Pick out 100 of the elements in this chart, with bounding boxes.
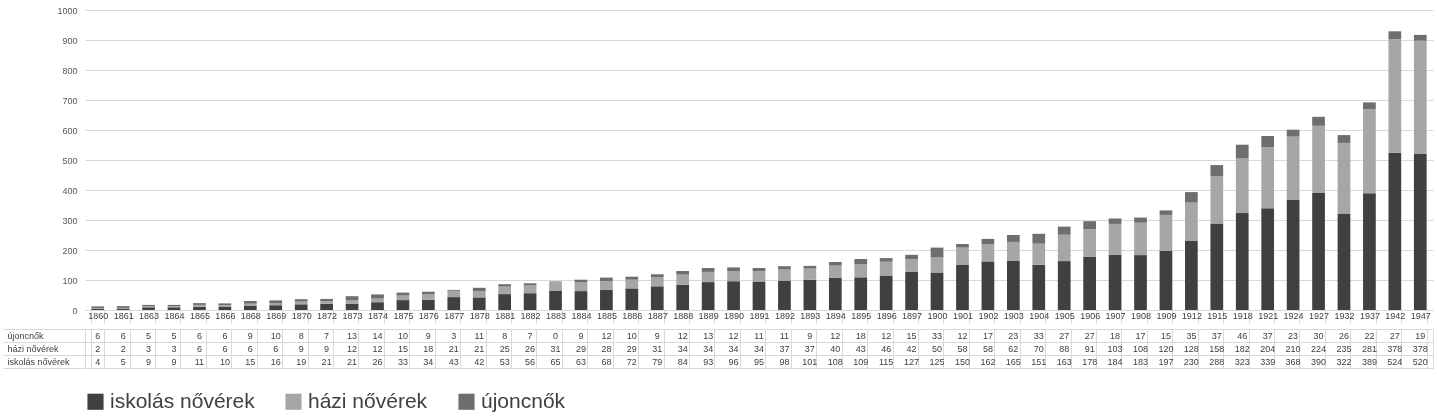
data-label: 5 (120, 356, 126, 367)
data-label: 103 (1107, 343, 1123, 354)
data-label: 109 (853, 356, 869, 367)
x-tick-label: 1885 (596, 310, 617, 321)
data-label: 127 (904, 356, 920, 367)
data-label: 18 (1110, 330, 1121, 341)
x-tick-label: 1897 (902, 310, 923, 321)
data-label: 128 (1183, 343, 1199, 354)
x-tick-label: 1865 (189, 310, 210, 321)
data-label: 10 (397, 330, 408, 341)
x-tick-label: 1869 (266, 310, 287, 321)
data-label: 524 (1387, 356, 1403, 367)
x-tick-label: 1878 (469, 310, 490, 321)
data-label: 12 (957, 330, 968, 341)
data-label: 84 (677, 356, 688, 367)
data-label: 520 (1412, 356, 1428, 367)
data-label: 31 (652, 343, 663, 354)
data-label: 9 (247, 330, 253, 341)
data-label: 281 (1361, 343, 1377, 354)
x-tick-label: 1921 (1258, 310, 1279, 321)
x-tick-label: 1892 (774, 310, 795, 321)
data-label: 6 (247, 343, 253, 354)
data-label: 28 (601, 343, 612, 354)
data-label: 288 (1209, 356, 1225, 367)
data-label: 14 (372, 330, 383, 341)
x-tick-label: 1863 (139, 310, 160, 321)
data-label: 230 (1183, 356, 1199, 367)
x-tick-label: 1861 (113, 310, 134, 321)
data-label: 65 (550, 356, 561, 367)
data-label: 9 (298, 343, 304, 354)
data-label: 108 (1132, 343, 1149, 354)
x-tick-label: 1888 (673, 310, 694, 321)
x-tick-label: 1877 (444, 310, 465, 321)
data-label: 12 (347, 343, 358, 354)
data-label: 58 (982, 343, 993, 354)
data-label: 15 (245, 356, 256, 367)
x-tick-label: 1893 (800, 310, 821, 321)
text: újoncnők (7, 331, 44, 341)
data-label: 12 (728, 330, 739, 341)
data-label: 182 (1234, 343, 1250, 354)
x-tick-label: 1902 (978, 310, 999, 321)
data-label: 9 (807, 330, 813, 341)
data-label: 43 (448, 356, 459, 367)
data-label: 12 (372, 343, 383, 354)
data-label: 339 (1260, 356, 1276, 367)
data-label: 17 (1135, 330, 1146, 341)
data-label: 204 (1260, 343, 1276, 354)
data-label: 53 (499, 356, 510, 367)
x-tick-label: 1894 (825, 310, 846, 321)
x-tick-label: 1932 (1334, 310, 1355, 321)
x-tick-label: 1872 (317, 310, 338, 321)
data-label: 12 (830, 330, 841, 341)
y-tick-label: 800 (62, 65, 78, 76)
data-label: 19 (296, 356, 307, 367)
text: iskolás nővérek (7, 357, 70, 367)
data-label: 37 (1211, 330, 1222, 341)
data-label: 34 (703, 343, 714, 354)
data-label: 5 (146, 330, 152, 341)
legend-label: házi nővérek (308, 388, 428, 412)
data-label: 151 (1031, 356, 1047, 367)
x-tick-label: 1909 (1156, 310, 1177, 321)
data-label: 40 (830, 343, 841, 354)
data-label: 27 (1389, 330, 1400, 341)
data-label: 6 (196, 330, 202, 341)
x-tick-label: 1887 (647, 310, 668, 321)
data-label: 42 (474, 356, 485, 367)
x-tick-label: 1915 (1207, 310, 1228, 321)
data-label: 88 (1059, 343, 1070, 354)
data-label: 72 (626, 356, 637, 367)
y-tick-label: 700 (62, 95, 78, 106)
data-label: 125 (929, 356, 945, 367)
x-tick-label: 1924 (1283, 310, 1304, 321)
data-label: 9 (324, 343, 330, 354)
data-label: 6 (196, 343, 202, 354)
data-label: 23 (1288, 330, 1299, 341)
data-label: 13 (703, 330, 714, 341)
data-label: 12 (677, 330, 688, 341)
data-label: 23 (1008, 330, 1019, 341)
x-tick-label: 1903 (1003, 310, 1024, 321)
data-label: 235 (1336, 343, 1352, 354)
x-tick-label: 1874 (367, 310, 389, 321)
data-label: 184 (1107, 356, 1123, 367)
data-label: 6 (120, 330, 126, 341)
x-tick-label: 1901 (952, 310, 973, 321)
x-tick-label: 1927 (1309, 310, 1330, 321)
data-label: 163 (1056, 356, 1072, 367)
x-tick-label: 1891 (749, 310, 770, 321)
data-label: 210 (1285, 343, 1301, 354)
x-tick-label: 1906 (1080, 310, 1101, 321)
data-label: 37 (779, 343, 790, 354)
data-label: 224 (1311, 343, 1327, 354)
data-label: 12 (881, 330, 892, 341)
data-label: 29 (626, 343, 637, 354)
text: házi nővérek (7, 344, 59, 354)
data-label: 10 (626, 330, 637, 341)
x-tick-label: 1942 (1385, 310, 1406, 321)
data-label: 368 (1285, 356, 1301, 367)
data-label: 162 (980, 356, 996, 367)
data-label: 389 (1361, 356, 1377, 367)
data-label: 5 (171, 330, 177, 341)
